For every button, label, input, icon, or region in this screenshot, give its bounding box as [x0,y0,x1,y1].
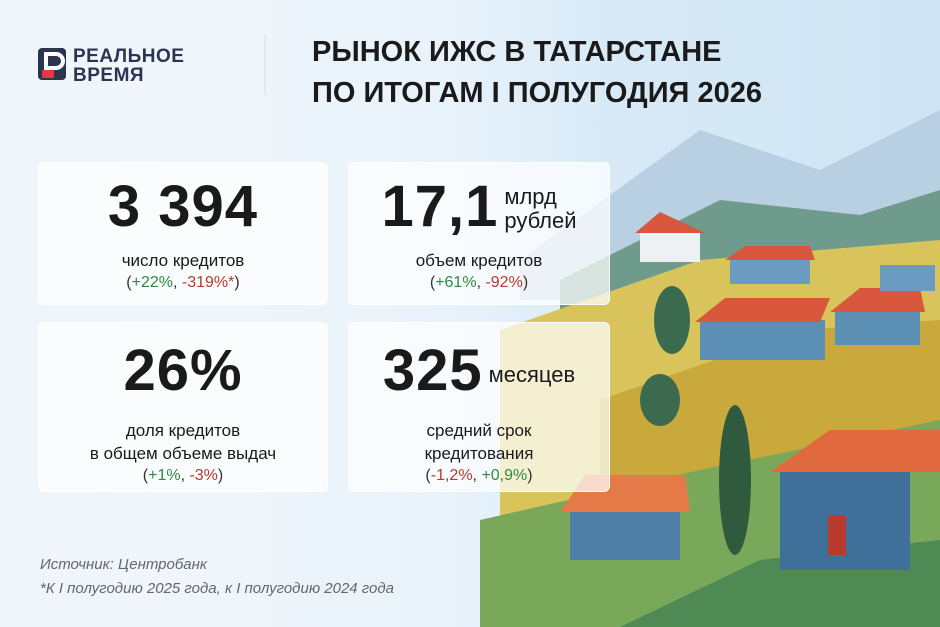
change-part: , [173,274,182,291]
change-part: , [180,467,190,484]
change-part: +0,9% [481,467,528,484]
changes: (-1,2%, +0,9%) [349,465,609,487]
unit-line: месяцев [488,362,576,387]
stat-card: 17,1 млрд рублей объем кредитов (+61%, -92%) [348,162,610,305]
change-part: ( [425,467,431,484]
change-part: ( [142,467,149,484]
source: Источник: Центробанк [40,556,207,573]
value-row: 17,1 млрд рублей [349,173,609,249]
label: объем кредитов [349,249,609,272]
unit-line: рублей [504,208,577,233]
changes: (+61%, -92%) [349,272,609,294]
change-part: ) [527,467,533,484]
change-part: -92% [485,274,523,291]
change-part: ( [126,274,132,291]
change-part: +1% [148,467,181,484]
stat-card: 26% доля кредитов в общем объеме выдач (+1%… [38,322,328,492]
change-part: ( [429,274,436,291]
change-part: +61% [435,274,477,291]
logo-text: РЕАЛЬНОЕ ВРЕМЯ [73,47,184,85]
label-line: кредитования [424,444,534,463]
label-line: в общем объеме выдач [89,444,277,463]
change-part: -319%* [181,274,235,291]
stat-card: 325 месяцев средний срок кредитования (-1,2%… [348,322,610,492]
change-part: ) [217,467,224,484]
change-part: , [472,467,482,484]
label: доля кредитов в общем объеме выдач [39,419,327,465]
unit: месяцев [489,363,576,387]
big-value: 17,1 [381,174,499,239]
label: число кредитов [39,249,327,272]
title: РЫНОК ИЖС В ТАТАРСТАНЕ ПО ИТОГАМ I ПОЛУГО… [312,32,762,114]
logo-line: ВРЕМЯ [73,65,145,86]
change-part: , [476,274,486,291]
footnote: *К I полугодию 2025 года, к I полугодию … [40,580,395,597]
change-part: -1,2% [430,467,473,484]
label-line: объем кредитов [415,251,543,270]
label-line: число кредитов [121,251,245,270]
title-line: РЫНОК ИЖС В ТАТАРСТАНЕ [312,36,722,68]
unit-line: млрд [504,184,557,209]
changes: (+22%, -319%*) [39,272,327,294]
label-line: доля кредитов [125,421,241,440]
logo-line: РЕАЛЬНОЕ [73,46,185,67]
big-value: 26% [123,338,243,403]
changes: (+1%, -3%) [39,465,327,487]
label-line: средний срок [426,421,532,440]
value-row: 26% [39,337,327,419]
change-part: -3% [189,467,218,484]
big-value: 325 [382,338,483,403]
change-part: ) [234,274,240,291]
value-row: 3 394 [39,173,327,249]
big-value: 3 394 [107,174,259,239]
change-part: ) [522,274,529,291]
stat-card: 3 394 число кредитов (+22%, -319%*) [38,162,328,305]
label: средний срок кредитования [349,419,609,465]
logo-icon [38,48,66,80]
value-row: 325 месяцев [349,337,609,419]
unit: млрд рублей [504,185,576,233]
title-line: ПО ИТОГАМ I ПОЛУГОДИЯ 2026 [312,77,762,109]
change-part: +22% [131,274,173,291]
